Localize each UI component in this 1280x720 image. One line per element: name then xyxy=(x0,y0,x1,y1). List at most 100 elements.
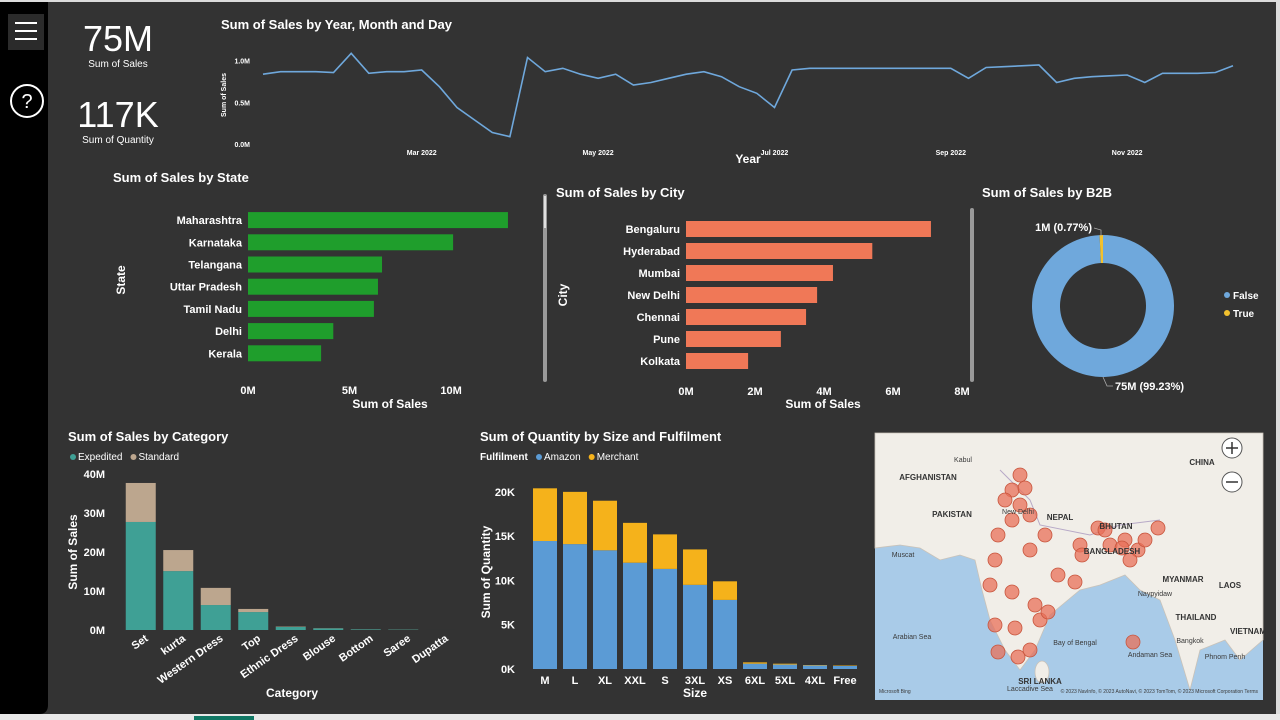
map-label: AFGHANISTAN xyxy=(899,473,957,482)
x-axis-label: Sum of Sales xyxy=(352,397,428,411)
map-bubble[interactable] xyxy=(990,527,1006,543)
map[interactable]: Kabul AFGHANISTAN PAKISTAN CHINA NEPAL New De… xyxy=(874,432,1266,700)
y-tick-label: Chennai xyxy=(637,312,680,324)
map-bubble[interactable] xyxy=(987,617,1003,633)
map-bubble[interactable] xyxy=(1074,547,1090,563)
scrollbar[interactable] xyxy=(970,208,974,382)
legend-marker xyxy=(536,454,542,460)
bar-segment xyxy=(563,491,587,545)
map-label: Muscat xyxy=(892,552,915,559)
map-bubble[interactable] xyxy=(1017,480,1033,496)
y-tick-label: Bengaluru xyxy=(626,224,680,236)
zoom-in-icon[interactable] xyxy=(1226,442,1238,454)
bar-segment xyxy=(200,587,231,606)
x-tick-label: 0M xyxy=(240,385,255,397)
bar-segment xyxy=(125,482,156,522)
map-bubble[interactable] xyxy=(1022,642,1038,658)
map-label: Arabian Sea xyxy=(893,634,932,641)
bar-segment xyxy=(593,500,617,551)
scrollbar[interactable] xyxy=(543,194,547,382)
y-tick-label: Tamil Nadu xyxy=(184,304,242,316)
chart-title: Sum of Quantity by Size and Fulfilment xyxy=(480,429,722,444)
x-tick-label: XS xyxy=(718,675,733,687)
menu-icon[interactable] xyxy=(15,22,37,40)
map-bubble[interactable] xyxy=(1004,584,1020,600)
map-bubble[interactable] xyxy=(1012,467,1028,483)
x-tick-label: Sep 2022 xyxy=(936,150,966,157)
chart-title: Sum of Sales by Category xyxy=(68,429,229,444)
map-label: Bangkok xyxy=(1176,638,1204,645)
map-bubble[interactable] xyxy=(1050,567,1066,583)
help-button[interactable] xyxy=(10,84,44,118)
x-tick-label: XXL xyxy=(624,675,646,687)
map-bubble[interactable] xyxy=(1097,522,1113,538)
map-bubble[interactable] xyxy=(1012,497,1028,513)
card-value: 75M xyxy=(83,18,153,59)
x-axis-label: Category xyxy=(266,686,318,700)
map-label: BANGLADESH xyxy=(1084,547,1141,556)
scroll-thumb[interactable] xyxy=(544,196,546,228)
map-land xyxy=(874,432,1264,692)
map-bubble[interactable] xyxy=(1010,649,1026,665)
map-bubble[interactable] xyxy=(1022,542,1038,558)
nav-pane xyxy=(0,2,48,714)
map-bubble[interactable] xyxy=(1150,520,1166,536)
y-tick-label: Pune xyxy=(653,334,680,346)
y-tick-label: 20K xyxy=(495,487,515,499)
map-bubble[interactable] xyxy=(1067,574,1083,590)
bar xyxy=(248,256,383,273)
map-bubble[interactable] xyxy=(1037,527,1053,543)
map-bubble[interactable] xyxy=(1125,634,1141,650)
x-tick-label: 10M xyxy=(440,385,461,397)
y-tick-label: Hyderabad xyxy=(623,246,680,258)
legend-label: True xyxy=(1233,309,1255,320)
map-label: VIETNAM xyxy=(1230,627,1266,636)
chart-title: Sum of Sales by State xyxy=(113,170,249,185)
bar xyxy=(248,300,374,317)
map-bubble[interactable] xyxy=(1004,512,1020,528)
data-label: 1M (0.77%) xyxy=(1035,222,1092,234)
x-tick-label: XL xyxy=(598,675,612,687)
map-bubble[interactable] xyxy=(1114,540,1130,556)
map-bubble[interactable] xyxy=(1007,620,1023,636)
bar-segment xyxy=(350,629,381,630)
map-label: Bay of Bengal xyxy=(1053,640,1097,647)
map-bubble[interactable] xyxy=(1022,507,1038,523)
map-bubble[interactable] xyxy=(1040,604,1056,620)
bar xyxy=(248,323,334,340)
map-label: MYANMAR xyxy=(1162,575,1203,584)
map-label: CHINA xyxy=(1189,458,1215,467)
map-bubble[interactable] xyxy=(997,492,1013,508)
bar xyxy=(248,234,454,251)
y-tick-label: Kerala xyxy=(208,348,243,360)
bar xyxy=(686,309,807,325)
map-bubble[interactable] xyxy=(1027,597,1043,613)
y-tick-label: 30M xyxy=(84,508,105,520)
map-bubble[interactable] xyxy=(982,577,998,593)
leader-line xyxy=(1102,376,1113,387)
x-tick-label: 6XL xyxy=(745,675,765,687)
bar-segment xyxy=(163,571,194,630)
x-tick-label: 6M xyxy=(885,386,900,398)
y-tick-label: 10K xyxy=(495,575,515,587)
map-label: Andaman Sea xyxy=(1128,652,1172,659)
map-bubble[interactable] xyxy=(1137,532,1153,548)
bar-segment xyxy=(773,663,797,665)
bar-segment xyxy=(163,550,194,572)
data-label: 75M (99.23%) xyxy=(1115,381,1184,393)
x-tick-label: 5M xyxy=(342,385,357,397)
map-bubble[interactable] xyxy=(990,644,1006,660)
legend-label: Expedited xyxy=(78,452,122,463)
card-label: Sum of Quantity xyxy=(82,135,154,146)
bar-segment xyxy=(713,599,737,669)
help-icon[interactable]: ? xyxy=(21,91,32,113)
map-bubble[interactable] xyxy=(1122,552,1138,568)
map-attribution: © 2023 NavInfo, © 2023 AutoNavi, © 2023 … xyxy=(1061,688,1259,695)
page-tab[interactable] xyxy=(194,716,254,720)
bar-segment xyxy=(238,608,269,613)
pie-slice xyxy=(1032,234,1174,378)
legend-marker xyxy=(130,454,137,460)
legend-marker xyxy=(1224,292,1230,298)
map-label: Laccadive Sea xyxy=(1007,686,1053,693)
map-bubble[interactable] xyxy=(987,552,1003,568)
